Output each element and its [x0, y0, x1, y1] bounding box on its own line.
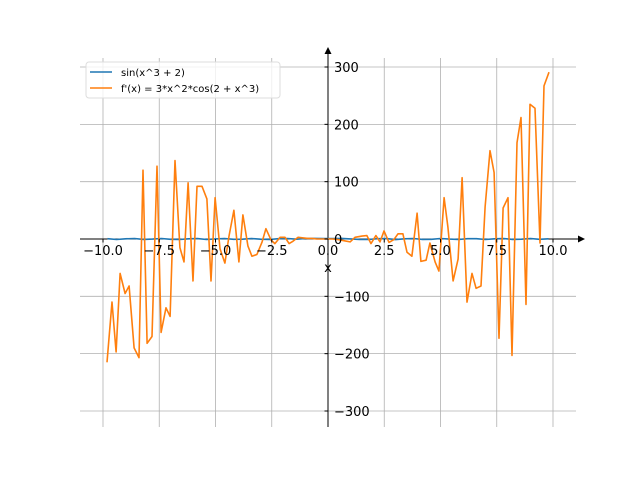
- x-tick-label: 7.5: [486, 244, 507, 259]
- x-tick-label: −2.5: [256, 244, 288, 259]
- legend: sin(x^3 + 2) f'(x) = 3*x^2*cos(2 + x^3): [85, 61, 281, 99]
- x-tick-label: 0.0: [318, 244, 339, 259]
- ticks: −10.0 −7.5 −5.0 −2.5 0.0 2.5 5.0 7.5 10.0 −300 −20…: [83, 61, 567, 420]
- x-tick-label: −7.5: [143, 244, 175, 259]
- y-tick-label: 200: [334, 118, 359, 133]
- y-tick-label: 100: [334, 176, 359, 191]
- y-tick-label: −100: [334, 290, 370, 305]
- legend-label-derivative: f'(x) = 3*x^2*cos(2 + x^3): [121, 84, 259, 95]
- legend-label-sin: sin(x^3 + 2): [121, 68, 185, 79]
- y-tick-label: −200: [334, 348, 370, 363]
- y-tick-label: 300: [334, 61, 359, 76]
- x-axis-arrow-icon: [578, 235, 585, 243]
- x-tick-label: 5.0: [430, 244, 451, 259]
- x-tick-label: −5.0: [200, 244, 232, 259]
- y-axis-arrow-icon: [324, 47, 332, 54]
- x-tick-label: −10.0: [83, 244, 123, 259]
- y-tick-label: 0: [334, 233, 342, 248]
- x-axis-label: x: [324, 261, 332, 276]
- series-line-derivative: [106, 71, 550, 363]
- y-tick-label: −300: [334, 405, 370, 420]
- x-tick-label: 10.0: [539, 244, 568, 259]
- x-tick-label: 2.5: [374, 244, 395, 259]
- legend-box: [85, 61, 281, 99]
